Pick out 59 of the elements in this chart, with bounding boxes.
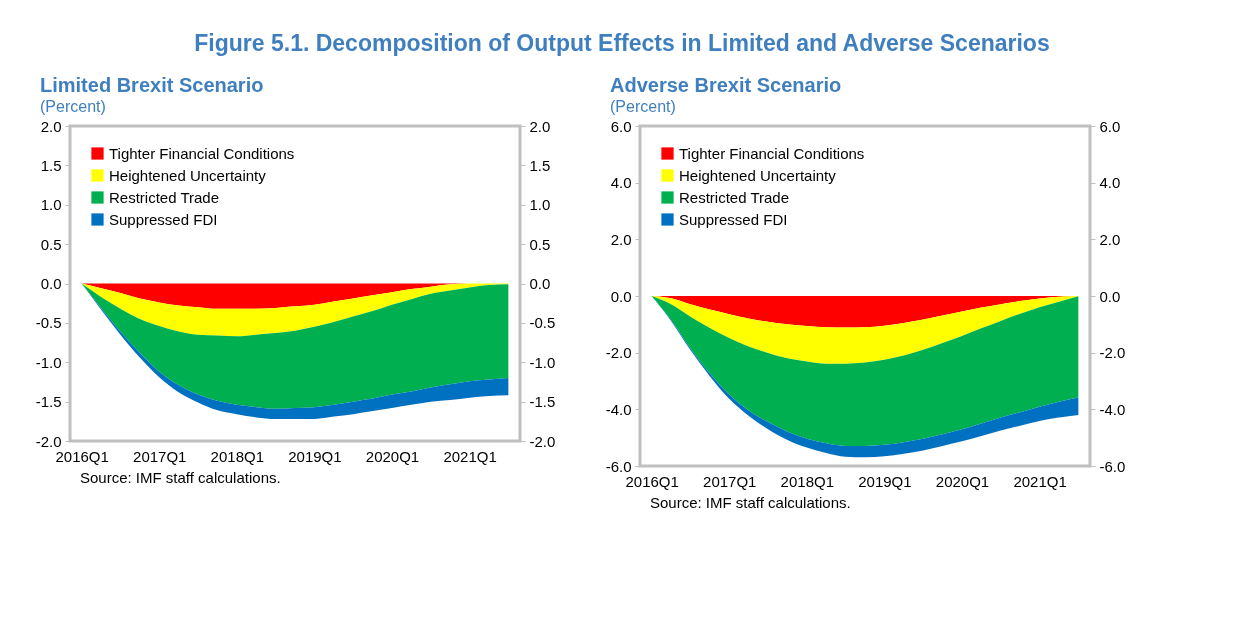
x-tick-label: 2021Q1 bbox=[1013, 472, 1067, 490]
y2-tick-label: 6.0 bbox=[1099, 117, 1121, 135]
y-tick-label: -4.0 bbox=[605, 400, 632, 418]
x-tick-label: 2020Q1 bbox=[935, 472, 990, 490]
y2-tick-label: 1.5 bbox=[529, 156, 551, 174]
y2-tick-label: -2.0 bbox=[529, 432, 556, 450]
y-tick-label: -1.5 bbox=[35, 393, 62, 411]
y-axis-title: (Percent) bbox=[40, 98, 106, 115]
x-tick-label: 2017Q1 bbox=[133, 447, 187, 465]
y2-tick-label: 0.5 bbox=[529, 235, 551, 253]
legend-label: Restricted Trade bbox=[679, 188, 790, 206]
y-tick-label: -2.0 bbox=[35, 432, 62, 450]
x-tick-label: 2018Q1 bbox=[210, 447, 265, 465]
caption: Figure 5.1. Decomposition of Output Effects in Limited and Adverse Scenarios bbox=[193, 30, 1051, 57]
y2-tick-label: -0.5 bbox=[529, 314, 556, 332]
y2-tick-label: -1.0 bbox=[529, 353, 556, 371]
y2-tick-label: 1.0 bbox=[529, 196, 551, 214]
x-tick-label: 2020Q1 bbox=[365, 447, 420, 465]
x-tick-label: 2021Q1 bbox=[443, 447, 497, 465]
y-tick-label: 2.0 bbox=[40, 117, 62, 135]
x-tick-label: 2016Q1 bbox=[55, 447, 109, 465]
source-note: Source: IMF staff calculations. bbox=[650, 494, 852, 511]
legend-label: Heightened Uncertainty bbox=[109, 166, 267, 184]
x-tick-label: 2016Q1 bbox=[625, 472, 679, 490]
source-note: Source: IMF staff calculations. bbox=[80, 469, 282, 486]
y2-tick-label: 0.0 bbox=[1099, 287, 1121, 305]
y2-tick-label: -1.5 bbox=[529, 393, 556, 411]
y2-tick-label: -2.0 bbox=[1099, 344, 1126, 362]
y-tick-label: 0.0 bbox=[610, 287, 632, 305]
legend-label: Heightened Uncertainty bbox=[679, 166, 837, 184]
y-tick-label: 1.0 bbox=[40, 196, 62, 214]
chart-title: Limited Brexit Scenario bbox=[40, 74, 264, 96]
legend-label: Suppressed FDI bbox=[679, 210, 788, 228]
y-tick-label: 0.0 bbox=[40, 275, 62, 292]
y-tick-label: 2.0 bbox=[610, 230, 632, 248]
y2-tick-label: 0.0 bbox=[529, 275, 551, 292]
y-tick-label: 6.0 bbox=[610, 117, 632, 135]
chart-title: Adverse Brexit Scenario bbox=[610, 74, 842, 96]
y-tick-label: 4.0 bbox=[610, 174, 632, 192]
y2-tick-label: 2.0 bbox=[529, 117, 551, 135]
x-tick-label: 2018Q1 bbox=[780, 472, 835, 490]
y-tick-label: -2.0 bbox=[605, 344, 632, 362]
legend-label: Suppressed FDI bbox=[109, 210, 218, 228]
y-tick-label: 0.5 bbox=[40, 235, 62, 253]
legend-label: Tighter Financial Conditions bbox=[109, 144, 295, 162]
x-tick-label: 2017Q1 bbox=[703, 472, 757, 490]
x-tick-label: 2019Q1 bbox=[288, 447, 342, 465]
y-axis-title: (Percent) bbox=[610, 98, 676, 115]
y2-tick-label: 2.0 bbox=[1099, 230, 1121, 248]
y2-tick-label: -6.0 bbox=[1099, 457, 1126, 475]
legend-label: Tighter Financial Conditions bbox=[679, 144, 865, 162]
legend-label: Restricted Trade bbox=[109, 188, 220, 206]
x-tick-label: 2019Q1 bbox=[858, 472, 912, 490]
y2-tick-label: 4.0 bbox=[1099, 174, 1121, 192]
y-tick-label: -0.5 bbox=[35, 314, 62, 332]
y-tick-label: -1.0 bbox=[35, 353, 62, 371]
y2-tick-label: -4.0 bbox=[1099, 400, 1126, 418]
y-tick-label: -6.0 bbox=[605, 457, 632, 475]
y-tick-label: 1.5 bbox=[40, 156, 62, 174]
